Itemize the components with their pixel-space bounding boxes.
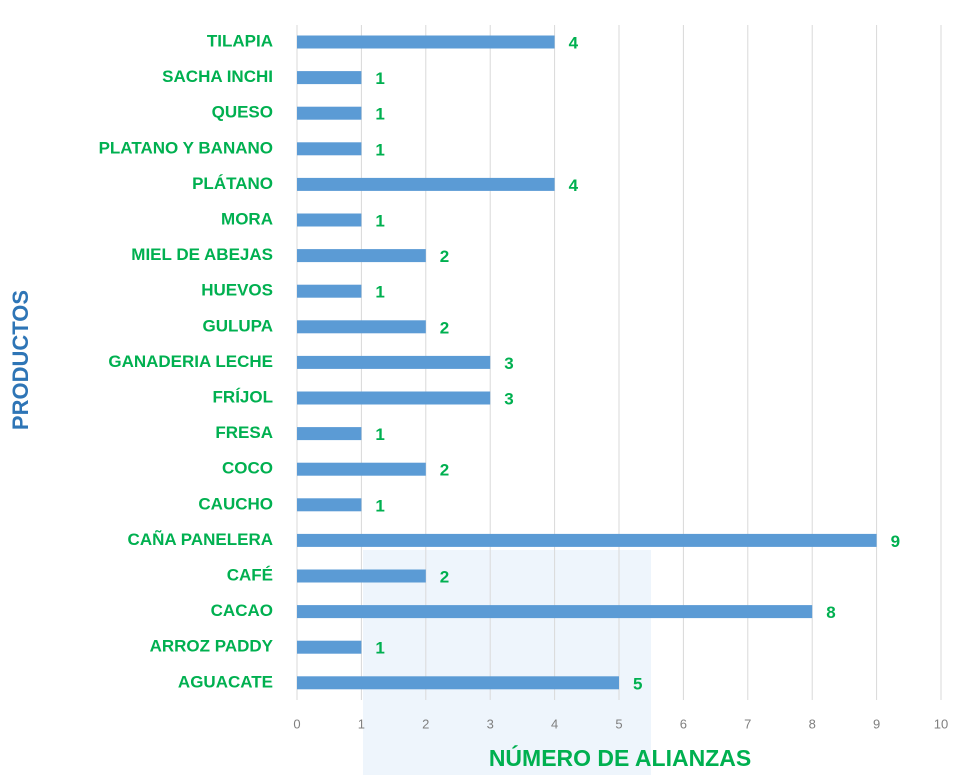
- bar: [297, 285, 361, 298]
- y-tick-label: MIEL DE ABEJAS: [131, 245, 273, 264]
- y-tick-label: GULUPA: [202, 316, 273, 335]
- data-label: 2: [440, 567, 449, 586]
- bar: [297, 214, 361, 227]
- x-tick-label: 8: [809, 716, 816, 731]
- bar: [297, 36, 555, 49]
- data-label: 4: [569, 33, 579, 52]
- data-label: 2: [440, 461, 449, 480]
- y-tick-label: CACAO: [211, 601, 273, 620]
- y-tick-label: ARROZ PADDY: [150, 637, 274, 656]
- x-tick-label: 3: [487, 716, 494, 731]
- data-label: 4: [569, 176, 579, 195]
- y-tick-label: AGUACATE: [178, 672, 273, 691]
- x-tick-label: 2: [422, 716, 429, 731]
- y-tick-label: MORA: [221, 209, 273, 228]
- y-tick-label: CAÑA PANELERA: [128, 529, 273, 549]
- data-label: 3: [504, 354, 513, 373]
- data-label: 1: [375, 140, 384, 159]
- y-tick-label: QUESO: [212, 103, 273, 122]
- x-tick-label: 5: [615, 716, 622, 731]
- y-tick-label: PLÁTANO: [192, 174, 273, 193]
- data-label: 1: [375, 639, 384, 658]
- y-tick-label: CAUCHO: [198, 494, 273, 513]
- data-label: 2: [440, 318, 449, 337]
- data-label: 9: [891, 532, 900, 551]
- bar: [297, 249, 426, 262]
- data-label: 1: [375, 69, 384, 88]
- data-label: 1: [375, 425, 384, 444]
- x-tick-label: 7: [744, 716, 751, 731]
- bar: [297, 427, 361, 440]
- y-tick-label: FRÍJOL: [213, 387, 273, 406]
- bar: [297, 356, 490, 369]
- bar: [297, 534, 877, 547]
- bar: [297, 71, 361, 84]
- data-label: 1: [375, 211, 384, 230]
- x-tick-label: 9: [873, 716, 880, 731]
- data-label: 1: [375, 105, 384, 124]
- x-tick-label: 0: [293, 716, 300, 731]
- y-tick-label: SACHA INCHI: [162, 67, 273, 86]
- x-tick-label: 10: [934, 716, 948, 731]
- y-tick-label: PLATANO Y BANANO: [99, 138, 273, 157]
- bar: [297, 142, 361, 155]
- watermark: [363, 550, 651, 775]
- bar: [297, 605, 812, 618]
- bar: [297, 570, 426, 583]
- chart: PRODUCTOS NÚMERO DE ALIANZAS 0 1 2 3 4 5 6 7 8 9 1…: [0, 0, 970, 775]
- y-tick-label: FRESA: [215, 423, 273, 442]
- data-label: 3: [504, 389, 513, 408]
- bar: [297, 463, 426, 476]
- bar: [297, 107, 361, 120]
- x-axis-title: NÚMERO DE ALIANZAS: [489, 744, 751, 771]
- data-label: 8: [826, 603, 835, 622]
- data-label: 2: [440, 247, 449, 266]
- y-tick-label: TILAPIA: [207, 31, 273, 50]
- x-tick-label: 1: [358, 716, 365, 731]
- bar: [297, 498, 361, 511]
- data-label: 5: [633, 674, 642, 693]
- y-tick-label: CAFÉ: [227, 565, 273, 584]
- y-tick-label: HUEVOS: [201, 281, 273, 300]
- bar: [297, 676, 619, 689]
- data-label: 1: [375, 496, 384, 515]
- bar: [297, 392, 490, 405]
- y-axis-title: PRODUCTOS: [8, 290, 33, 430]
- bar: [297, 641, 361, 654]
- bar: [297, 178, 555, 191]
- data-label: 1: [375, 283, 384, 302]
- x-tick-label: 6: [680, 716, 687, 731]
- x-tick-label: 4: [551, 716, 558, 731]
- bar: [297, 320, 426, 333]
- y-tick-label: GANADERIA LECHE: [108, 352, 273, 371]
- y-tick-label: COCO: [222, 459, 273, 478]
